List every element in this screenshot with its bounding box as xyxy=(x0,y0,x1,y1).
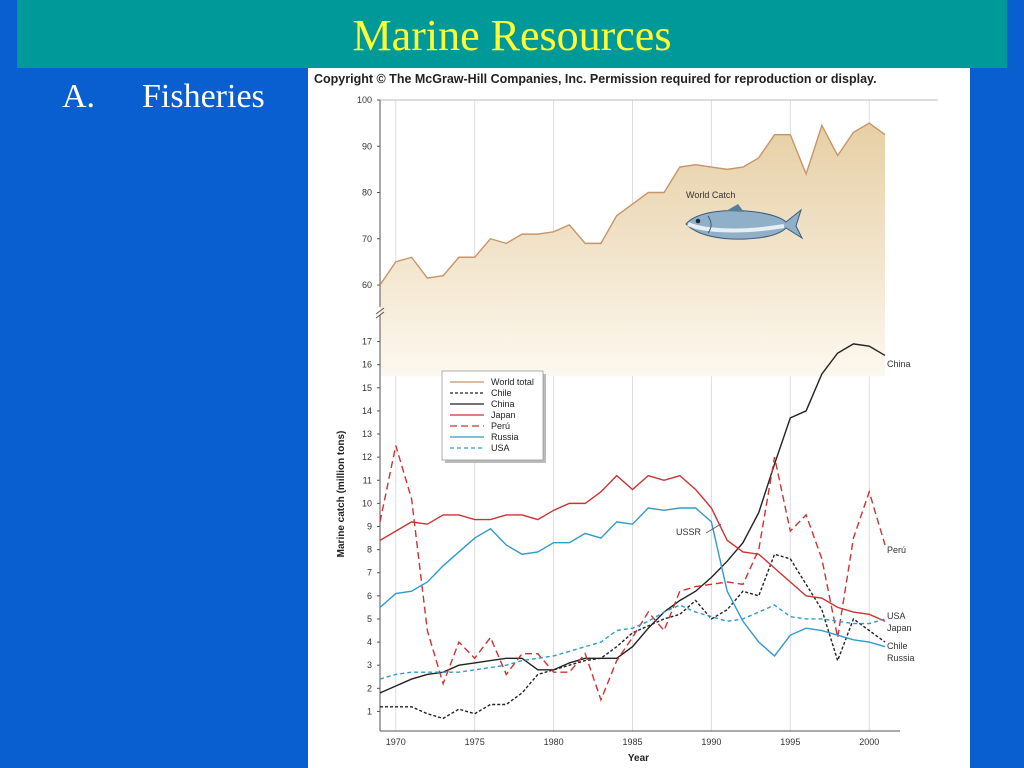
y-tick-label: 70 xyxy=(362,234,372,244)
chart-figure: Copyright © The McGraw-Hill Companies, I… xyxy=(308,68,970,768)
y-tick-label: 80 xyxy=(362,188,372,198)
y-tick-label: 5 xyxy=(367,614,372,624)
legend-entry: World total xyxy=(491,377,534,387)
y-tick-label: 1 xyxy=(367,706,372,716)
title-bar: Marine Resources xyxy=(17,0,1007,68)
world-catch-area xyxy=(380,123,885,377)
legend-entry: Perú xyxy=(491,421,510,431)
series-line-worldtotal xyxy=(379,122,886,286)
series-end-label: Perú xyxy=(887,545,906,555)
y-tick-label: 2 xyxy=(367,683,372,693)
legend-entry: Japan xyxy=(491,410,516,420)
y-tick-label: 90 xyxy=(362,141,372,151)
x-tick-label: 1975 xyxy=(465,737,485,747)
copyright-notice: Copyright © The McGraw-Hill Companies, I… xyxy=(314,72,877,86)
annotation-leader xyxy=(705,523,722,534)
legend-entry: Chile xyxy=(491,388,512,398)
x-tick-label: 1970 xyxy=(386,737,406,747)
legend-entry: USA xyxy=(491,443,510,453)
y-tick-label: 8 xyxy=(367,545,372,555)
y-tick-label: 9 xyxy=(367,522,372,532)
y-tick-label: 6 xyxy=(367,591,372,601)
y-tick-label: 3 xyxy=(367,660,372,670)
marine-catch-chart: 1970 1975 1980 1985 1990 1995 2000607080901001… xyxy=(336,95,938,764)
annotation-label: USSR xyxy=(676,527,702,537)
series-line-japan xyxy=(379,474,886,622)
series-end-label: China xyxy=(887,359,911,369)
annotation-label: World Catch xyxy=(686,190,735,200)
y-tick-label: 16 xyxy=(362,360,372,370)
y-tick-label: 60 xyxy=(362,280,372,290)
x-tick-label: 1995 xyxy=(780,737,800,747)
x-tick-label: 1980 xyxy=(544,737,564,747)
y-tick-label: 14 xyxy=(362,406,372,416)
bullet-marker: A. xyxy=(62,78,96,115)
legend-entry: China xyxy=(491,399,515,409)
fish-icon xyxy=(685,204,804,240)
x-tick-label: 1985 xyxy=(622,737,642,747)
axis-break-mark xyxy=(375,307,385,319)
y-tick-label: 10 xyxy=(362,498,372,508)
x-tick-label: 2000 xyxy=(859,737,879,747)
series-end-label: USA xyxy=(887,611,906,621)
series-line-russia xyxy=(379,507,886,657)
y-tick-label: 4 xyxy=(367,637,372,647)
y-tick-label: 17 xyxy=(362,337,372,347)
series-end-label: Russia xyxy=(887,653,915,663)
x-tick-label: 1990 xyxy=(701,737,721,747)
y-tick-label: 11 xyxy=(363,475,372,485)
series-line-usa xyxy=(379,604,886,680)
x-axis-title: Year xyxy=(628,753,649,764)
bullet-item: A. Fisheries xyxy=(62,78,265,116)
series-line-china xyxy=(379,343,886,694)
y-tick-label: 12 xyxy=(362,452,372,462)
legend-entry: Russia xyxy=(491,432,519,442)
y-tick-label: 13 xyxy=(362,429,372,439)
series-end-label: Chile xyxy=(887,641,908,651)
y-tick-label: 100 xyxy=(357,95,372,105)
series-end-label: Japan xyxy=(887,623,912,633)
bullet-text: Fisheries xyxy=(142,78,265,115)
y-tick-label: 7 xyxy=(367,568,372,578)
slide-title: Marine Resources xyxy=(352,11,672,60)
y-tick-label: 15 xyxy=(362,383,372,393)
y-axis-title: Marine catch (million tons) xyxy=(336,431,347,558)
